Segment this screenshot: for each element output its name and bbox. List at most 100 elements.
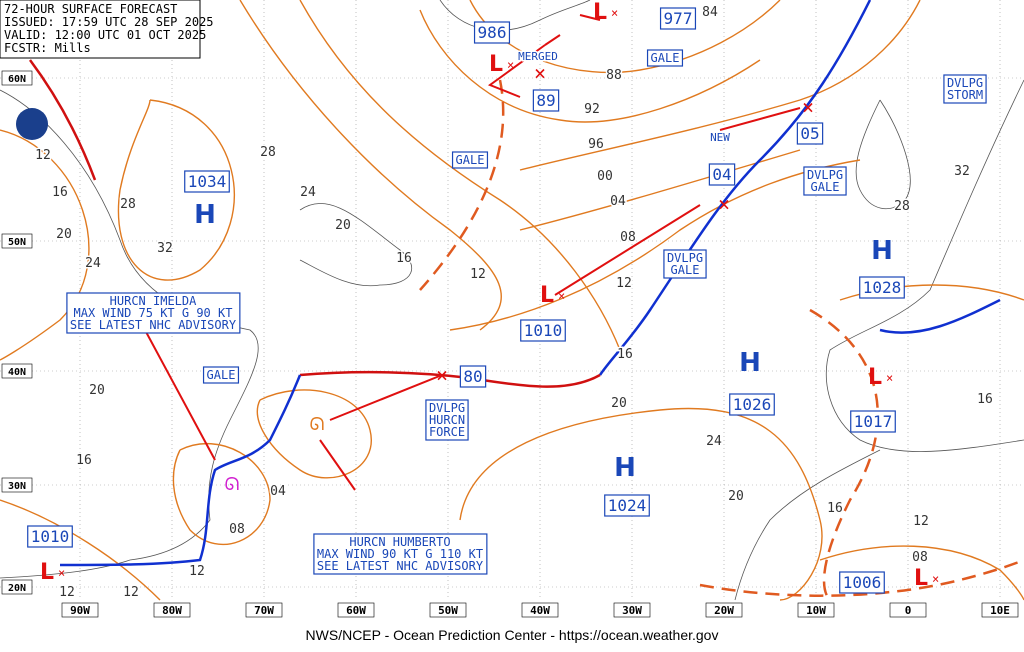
header-title: 72-HOUR SURFACE FORECAST — [4, 2, 177, 16]
pressure-label: 1010 — [520, 319, 566, 342]
label-box — [604, 494, 650, 517]
lat-label-box — [1, 70, 33, 86]
pressure-label: 1010 — [27, 525, 73, 548]
header-forecaster: FCSTR: Mills — [4, 41, 91, 55]
pressure-value: 1028 — [863, 278, 902, 297]
isobar-label: 28 — [894, 199, 910, 214]
isobar-label: 08 — [229, 522, 245, 537]
low-symbol: L — [593, 0, 607, 25]
label-box — [313, 533, 488, 575]
lon-label-box — [889, 602, 927, 618]
lon-label: 80W — [162, 604, 182, 617]
low-symbol: L — [40, 560, 54, 585]
pressure-value: 977 — [664, 9, 693, 28]
forecast-pressure: 80 — [459, 365, 487, 388]
track-arrow — [487, 44, 546, 98]
annotation-line: FORCE — [429, 425, 465, 439]
isobar-label: 16 — [827, 501, 843, 516]
lon-label-box — [337, 602, 375, 618]
isobar-label: 20 — [56, 227, 72, 242]
isobar-label: 20 — [611, 396, 627, 411]
lon-label: 10E — [990, 604, 1010, 617]
annotation-line: DVLPG — [667, 251, 703, 265]
lat-label-box — [1, 363, 33, 379]
cold-front — [598, 0, 872, 376]
isobar-label: 04 — [270, 484, 286, 499]
low-symbol: L — [540, 283, 554, 308]
isobar — [519, 0, 921, 171]
annotation-line: SEE LATEST NHC ADVISORY — [317, 559, 484, 573]
low-x: × — [611, 6, 618, 20]
footer: NWS/NCEP - Ocean Prediction Center - htt… — [306, 627, 719, 643]
coastline — [0, 89, 259, 579]
annotation-line: STORM — [947, 88, 983, 102]
annotation-line: SEE LATEST NHC ADVISORY — [70, 318, 237, 332]
low-x: × — [58, 566, 65, 580]
label-box — [451, 151, 489, 169]
isobar — [117, 99, 235, 281]
lon-label: 70W — [254, 604, 274, 617]
label-box — [520, 319, 566, 342]
label-box — [202, 366, 240, 384]
lat-label: 20N — [8, 583, 26, 594]
pressure-label: 1026 — [729, 393, 775, 416]
isobar-label: 12 — [913, 514, 929, 529]
annotation-line: HURCN IMELDA — [110, 294, 197, 308]
header-valid: VALID: 12:00 UTC 01 OCT 2025 — [4, 28, 206, 42]
isobar-label: 08 — [620, 230, 636, 245]
high-symbol: H — [194, 200, 216, 230]
lon-label: 20W — [714, 604, 734, 617]
lat-label: 50N — [8, 237, 26, 248]
annotation-line: GALE — [671, 263, 700, 277]
pressure-label: 977 — [659, 7, 697, 30]
isobar-label: 20 — [728, 489, 744, 504]
label-box — [425, 399, 469, 441]
coastline — [825, 79, 1024, 452]
isobar-label: 92 — [584, 102, 600, 117]
lon-label-box — [245, 602, 283, 618]
label-box — [943, 74, 987, 104]
noaa-logo — [16, 108, 48, 140]
isobar-label: 24 — [300, 185, 316, 200]
note: NEW — [710, 131, 730, 144]
low-x: × — [886, 371, 893, 385]
label-box — [850, 410, 896, 433]
pressure-label: 1034 — [184, 170, 230, 193]
annotation-line: GALE — [651, 51, 680, 65]
coastline — [439, 0, 591, 31]
isobar-label: 16 — [617, 347, 633, 362]
isobar-label: 84 — [702, 5, 718, 20]
pressure-label: 1028 — [859, 276, 905, 299]
lat-label-box — [1, 477, 33, 493]
isobar-label: 12 — [470, 267, 486, 282]
label-box — [663, 249, 707, 279]
isobar-label: 00 — [597, 169, 613, 184]
high-symbol: H — [614, 453, 636, 483]
isobar-label: 16 — [396, 251, 412, 266]
isobar-label: 16 — [977, 392, 993, 407]
lat-label-box — [1, 579, 33, 595]
label-box — [796, 122, 824, 145]
isobar-label: 24 — [706, 434, 722, 449]
hurricane-symbol: ᘏ — [225, 474, 240, 495]
forecast-value: 80 — [463, 367, 482, 386]
isobar-label: 32 — [954, 164, 970, 179]
isobar — [519, 149, 801, 231]
isobar-label: 04 — [610, 194, 626, 209]
low-symbol: L — [914, 566, 928, 591]
header-issued: ISSUED: 17:59 UTC 28 SEP 2025 — [4, 15, 214, 29]
annotation: GALE — [646, 49, 684, 67]
lon-label-box — [705, 602, 743, 618]
pressure-value: 1034 — [188, 172, 227, 191]
isobar-label: 24 — [85, 256, 101, 271]
lon-label-box — [797, 602, 835, 618]
label-box — [27, 525, 73, 548]
lat-label: 40N — [8, 367, 26, 378]
isobar — [0, 129, 90, 361]
lon-label: 90W — [70, 604, 90, 617]
